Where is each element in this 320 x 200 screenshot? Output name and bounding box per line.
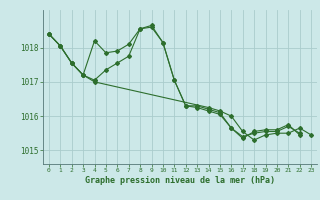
X-axis label: Graphe pression niveau de la mer (hPa): Graphe pression niveau de la mer (hPa) bbox=[85, 176, 275, 185]
